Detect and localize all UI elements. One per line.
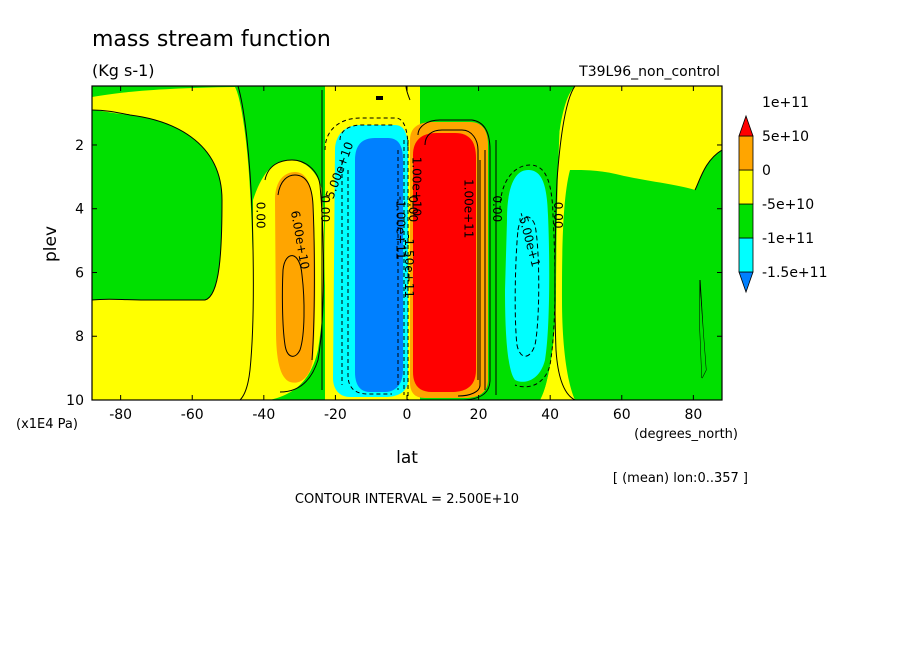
contour-line [499, 164, 556, 388]
y-tick-label: 4 [75, 202, 84, 218]
contour-lines [92, 86, 722, 400]
colorbar-label: -1.5e+11 [762, 265, 827, 281]
contour-line [457, 160, 481, 397]
chart-subtitle: (Kg s-1) [92, 61, 155, 80]
plot-area: 6.00e+10-5.00e+101.00e+11-1.00e+11-1.50e… [92, 86, 722, 400]
y-axis-label: plev [41, 226, 61, 262]
x-tick-label: 60 [613, 407, 631, 423]
south-orange-inner [281, 255, 305, 357]
arctic-green-sliver [700, 290, 706, 378]
contour-line [339, 124, 395, 141]
x-tick-label: 80 [684, 407, 702, 423]
contour-line [694, 149, 722, 191]
x-axis: -80 -60 -40 -20 0 20 40 60 80 [109, 86, 702, 423]
contour-label: -1.50e+11 [402, 234, 416, 298]
tropical-blue-cell [355, 138, 403, 392]
colorbar-label: -1e+11 [762, 231, 814, 247]
colorbar-swatch [738, 271, 754, 294]
contour-label: 0.00 [406, 195, 420, 222]
contour-interval: CONTOUR INTERVAL = 2.500E+10 [295, 492, 519, 507]
contour-line [405, 86, 411, 101]
north-positive-region [540, 86, 722, 400]
y-axis: 2 4 6 8 10 [66, 138, 722, 409]
contour-line [237, 86, 254, 400]
y-tick-label: 6 [75, 265, 84, 281]
colorbar-label: 1e+11 [762, 95, 809, 111]
x-tick-label: -60 [181, 407, 204, 423]
mean-note: [ (mean) lon:0..357 ] [613, 471, 748, 486]
contour-line [417, 119, 491, 400]
contour-label: 0.00 [254, 202, 268, 229]
chart-title: mass stream function [92, 27, 331, 52]
y-tick-label: 8 [75, 329, 84, 345]
contour-line [554, 86, 576, 400]
north-cyan-cell [505, 170, 550, 382]
contour-label: 0.00 [551, 202, 565, 229]
x-tick-label: 40 [541, 407, 559, 423]
colorbar-label: -5e+10 [762, 197, 814, 213]
colorbar-label: 5e+10 [762, 129, 809, 145]
y-axis-units: (x1E4 Pa) [16, 417, 78, 432]
colorbar-swatch [738, 169, 754, 205]
contour-line [424, 129, 479, 380]
y-tick-label: 10 [66, 393, 84, 409]
south-positive-region [92, 87, 254, 400]
contour-label: -1.00e+11 [393, 196, 407, 260]
colorbar: -1.5e+11 -1e+11 -5e+10 0 5e+10 1e+11 [738, 95, 827, 294]
colorbar-swatch [738, 237, 754, 273]
run-label: T39L96_non_control [578, 64, 720, 80]
colorbar-label: 0 [762, 163, 771, 179]
colorbar-swatch [738, 203, 754, 239]
x-tick-label: -20 [324, 407, 347, 423]
x-tick-label: -80 [109, 407, 132, 423]
contour-label: 0.00 [490, 195, 504, 222]
contour-line [347, 170, 392, 395]
tropical-red-cell [413, 133, 476, 392]
x-tick-label: 0 [403, 407, 412, 423]
colorbar-swatch [738, 114, 754, 137]
tiny-cell-mark [376, 96, 383, 100]
contour-label: 1.00e+10 [409, 157, 423, 216]
colorbar-swatch [738, 135, 754, 171]
y-tick-label: 2 [75, 138, 84, 154]
x-axis-units: (degrees_north) [634, 427, 738, 442]
contour-line [324, 117, 409, 151]
contour-line [277, 174, 315, 361]
contour-line [92, 109, 223, 301]
x-axis-label: lat [396, 448, 418, 468]
contour-label: 0.00 [318, 195, 332, 222]
south-orange-cell [275, 172, 316, 383]
x-tick-label: 20 [470, 407, 488, 423]
contour-label: 1.00e+11 [461, 179, 475, 238]
x-tick-label: -40 [252, 407, 275, 423]
